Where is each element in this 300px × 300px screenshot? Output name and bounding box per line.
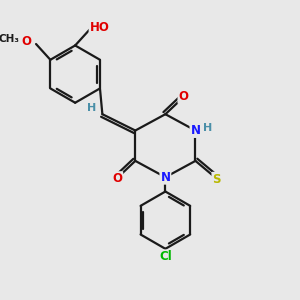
Text: N: N bbox=[190, 124, 200, 137]
Text: HO: HO bbox=[90, 21, 110, 34]
Text: S: S bbox=[212, 173, 221, 186]
Text: O: O bbox=[21, 35, 31, 48]
Text: N: N bbox=[160, 171, 170, 184]
Text: H: H bbox=[87, 103, 96, 113]
Text: O: O bbox=[112, 172, 122, 185]
Text: Cl: Cl bbox=[159, 250, 172, 263]
Text: O: O bbox=[178, 90, 188, 103]
Text: H: H bbox=[203, 123, 212, 133]
Text: CH₃: CH₃ bbox=[0, 34, 19, 44]
